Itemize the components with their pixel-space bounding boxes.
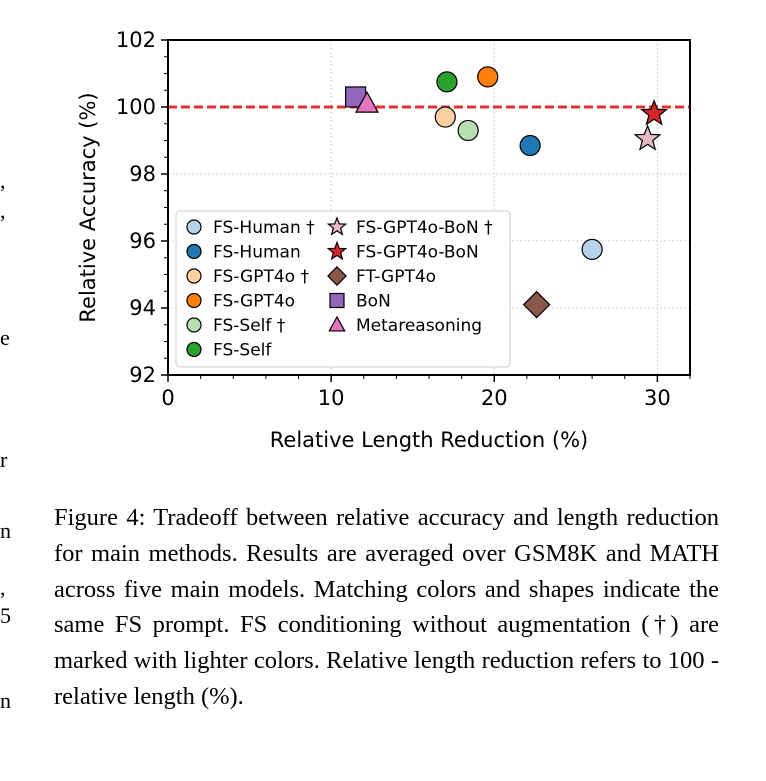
legend-label: FS-GPT4o: [213, 292, 295, 312]
data-point: [477, 66, 499, 88]
y-tick-label: 100: [116, 95, 156, 119]
x-tick-label: 30: [644, 386, 671, 410]
legend-label: Metareasoning: [356, 316, 482, 336]
axis-ticks: 0 10 20 30 92 94 96 98 100 102: [116, 28, 691, 410]
legend: FS-Human † FS-Human FS-GPT4o † FS-GPT4o FS-S…: [175, 210, 511, 368]
data-point: [640, 99, 669, 126]
legend-box: [175, 210, 511, 368]
y-tick-label: 92: [129, 363, 156, 387]
y-tick-label: 102: [116, 28, 156, 52]
legend-marker: [186, 341, 202, 358]
legend-marker: [328, 315, 346, 332]
margin-fragment: n: [0, 518, 11, 543]
legend-label: FS-GPT4o †: [213, 267, 309, 287]
data-point: [522, 290, 551, 319]
x-tick-label: 20: [481, 386, 508, 410]
legend-marker: [186, 292, 202, 309]
x-tick-label: 10: [318, 386, 345, 410]
x-axis-title: Relative Length Reduction (%): [270, 428, 588, 452]
legend-label: FS-GPT4o-BoN: [356, 243, 479, 263]
data-point: [436, 71, 458, 93]
legend-marker: [326, 240, 348, 261]
x-tick-label: 0: [161, 386, 174, 410]
legend-label: BoN: [356, 292, 391, 312]
data-point: [581, 238, 603, 260]
legend-label: FS-Self †: [213, 316, 286, 336]
legend-label: FS-Self: [213, 341, 272, 361]
data-point: [434, 106, 456, 128]
data-point: [457, 119, 479, 142]
margin-fragment: e: [0, 325, 10, 350]
margin-fragment: ,: [0, 575, 6, 600]
y-axis-title: Relative Accuracy (%): [76, 92, 100, 322]
scatter-chart: 0 10 20 30 92 94 96 98 100 102 Relative Length Re…: [76, 28, 691, 452]
legend-marker: [186, 317, 202, 333]
data-point: [633, 124, 662, 151]
margin-fragment: n: [0, 688, 11, 713]
legend-label: FS-Human: [213, 243, 301, 263]
figure-caption: Figure 4: Tradeoff between relative accu…: [54, 504, 719, 710]
legend-marker: [186, 268, 202, 284]
legend-marker: [329, 292, 345, 309]
legend-marker: [326, 216, 348, 236]
y-tick-label: 94: [129, 296, 156, 320]
margin-fragment: ,: [0, 198, 6, 223]
legend-marker: [186, 243, 202, 260]
legend-marker: [327, 266, 347, 286]
legend-label: FS-Human †: [213, 218, 315, 238]
data-point: [354, 90, 380, 113]
legend-marker: [186, 219, 202, 235]
legend-label: FS-GPT4o-BoN †: [356, 218, 493, 238]
data-point: [519, 134, 541, 157]
margin-fragment: 5: [0, 603, 11, 628]
margin-fragment: ,: [0, 168, 6, 193]
y-tick-label: 98: [129, 162, 156, 186]
y-tick-label: 96: [129, 229, 156, 253]
data-points: [344, 66, 669, 319]
margin-fragment: r: [0, 447, 8, 472]
legend-label: FT-GPT4o: [356, 267, 436, 287]
